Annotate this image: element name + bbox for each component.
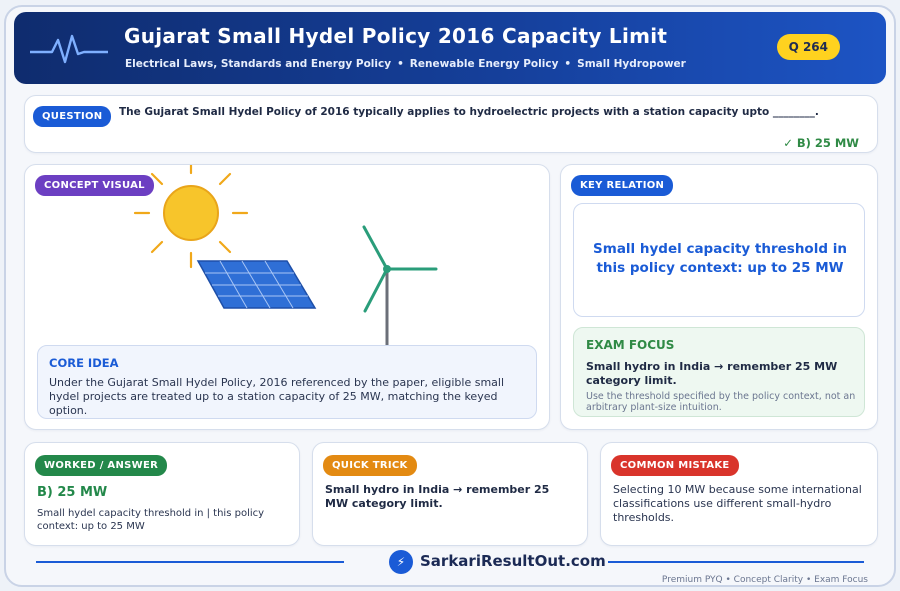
topic-tag: Small Hydropower [577, 58, 686, 70]
worked-answer-text: Small hydel capacity threshold in | this… [37, 508, 265, 532]
topic-tag: Renewable Energy Policy [409, 58, 559, 70]
key-relation-label: KEY RELATION [571, 175, 674, 196]
page-title: Gujarat Small Hydel Policy 2016 Capacity… [124, 24, 668, 48]
exam-focus-text: Small hydro in India → remember 25 MW ca… [586, 360, 838, 387]
topic-tags: Electrical Laws, Standards and Energy Po… [125, 58, 686, 70]
question-label: QUESTION [33, 106, 112, 127]
header-banner: Gujarat Small Hydel Policy 2016 Capacity… [14, 12, 886, 84]
key-relation-text: Small hydel capacity threshold in this p… [593, 241, 847, 276]
worked-answer-label: WORKED / ANSWER [35, 455, 168, 476]
footer-divider-left [36, 561, 344, 563]
concept-visual-label: CONCEPT VISUAL [35, 175, 154, 196]
footer-divider-right [608, 561, 864, 563]
exam-focus-box: EXAM FOCUS Small hydro in India → rememb… [573, 327, 865, 417]
pulse-line-icon [30, 34, 108, 64]
quick-trick-label: QUICK TRICK [323, 455, 417, 476]
answer-badge: ✓ B) 25 MW [783, 136, 859, 150]
common-mistake-text: Selecting 10 MW because some internation… [613, 483, 862, 524]
question-text: The Gujarat Small Hydel Policy of 2016 t… [119, 106, 819, 118]
worked-answer-card: WORKED / ANSWER B) 25 MW Small hydel cap… [24, 442, 300, 546]
key-relation-box: Small hydel capacity threshold in this p… [573, 203, 865, 317]
footer-tagline: Premium PYQ • Concept Clarity • Exam Foc… [661, 575, 868, 585]
concept-visual-card: CONCEPT VISUAL CORE IDEA Under the Gujar… [24, 164, 550, 430]
brand-name: SarkariResultOut.com [420, 552, 606, 570]
exam-focus-note: Use the threshold specified by the polic… [586, 391, 856, 413]
common-mistake-label: COMMON MISTAKE [611, 455, 739, 476]
core-idea-text: Under the Gujarat Small Hydel Policy, 20… [49, 376, 505, 417]
exam-focus-title: EXAM FOCUS [586, 338, 675, 352]
solar-panel-icon [196, 260, 317, 309]
quick-trick-text: Small hydro in India → remember 25 MW ca… [325, 483, 550, 510]
concept-illustration [133, 165, 438, 355]
question-number-badge: Q 264 [776, 34, 840, 60]
lightning-icon: ⚡ [389, 550, 413, 574]
core-idea-box: CORE IDEA Under the Gujarat Small Hydel … [37, 345, 537, 419]
question-card: QUESTION The Gujarat Small Hydel Policy … [24, 95, 878, 153]
worked-answer-value: B) 25 MW [37, 485, 108, 500]
wind-turbine-icon [362, 225, 438, 355]
core-idea-title: CORE IDEA [49, 356, 119, 370]
common-mistake-card: COMMON MISTAKE Selecting 10 MW because s… [600, 442, 878, 546]
quick-trick-card: QUICK TRICK Small hydro in India → remem… [312, 442, 588, 546]
sun-icon [133, 165, 249, 269]
topic-tag: Electrical Laws, Standards and Energy Po… [125, 58, 392, 70]
key-relation-card: KEY RELATION Small hydel capacity thresh… [560, 164, 878, 430]
